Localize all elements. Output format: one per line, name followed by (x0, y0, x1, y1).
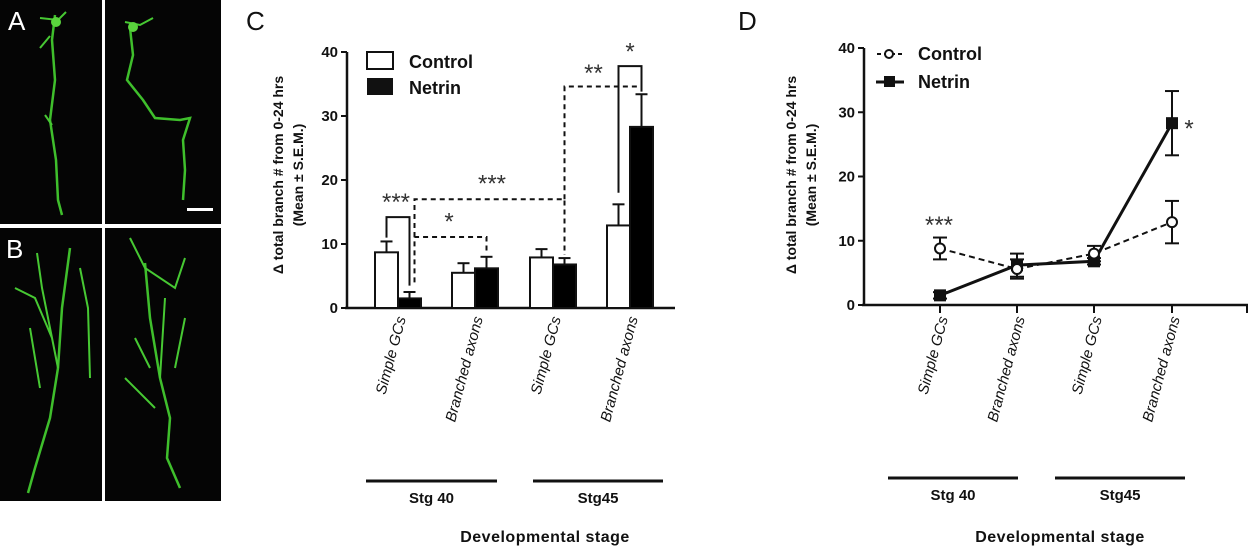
y-tick-label: 40 (838, 40, 855, 57)
x-category-label: Branched axons (1139, 314, 1184, 424)
legend-label-netrin: Netrin (409, 78, 461, 98)
legend-label-control: Control (409, 52, 473, 72)
y-axis-title-line1: Δ total branch # from 0-24 hrs (783, 76, 799, 275)
y-axis-title-line2: (Mean ± S.E.M.) (803, 124, 819, 227)
micrograph-b-left (0, 228, 102, 501)
significance-bracket (617, 65, 643, 193)
legend-swatch-netrin (367, 78, 393, 95)
data-point-control (1011, 263, 1023, 276)
group-label: Stg 40 (409, 490, 454, 507)
x-axis-title: Developmental stage (975, 529, 1145, 546)
significance-label: *** (925, 212, 953, 239)
group-label: Stg 40 (930, 487, 975, 504)
series-line-control (939, 221, 1173, 271)
significance-bracket (385, 216, 411, 286)
y-tick-label: 20 (321, 172, 338, 189)
significance-label: * (625, 39, 634, 66)
y-tick-label: 0 (330, 300, 338, 317)
x-category-label: Simple GCs (1069, 314, 1106, 396)
data-point-control (934, 242, 946, 255)
data-point-netrin (934, 289, 946, 302)
axon-trace (39, 11, 67, 216)
y-tick-label: 0 (847, 297, 855, 314)
legend-label-netrin: Netrin (918, 72, 970, 92)
y-tick-label: 20 (838, 169, 855, 186)
legend-label-control: Control (918, 44, 982, 64)
y-axis-title-line2: (Mean ± S.E.M.) (290, 124, 306, 227)
panel-label-c: C (246, 6, 265, 36)
panel-label-b: B (6, 234, 24, 264)
data-point-control (1166, 216, 1178, 229)
data-point-control (1088, 247, 1100, 260)
group-label: Stg45 (578, 490, 619, 507)
y-tick-label: 30 (321, 108, 338, 125)
axon-trace (124, 17, 213, 211)
x-axis-title: Developmental stage (460, 529, 630, 546)
micrograph-b-right (105, 228, 221, 501)
legend-swatch-control (366, 51, 394, 70)
axon-trace (14, 247, 91, 494)
y-tick-label: 10 (321, 236, 338, 253)
micrograph-a-left (0, 0, 102, 224)
x-category-label: Branched axons (984, 314, 1029, 424)
legend-marker-netrin (884, 76, 895, 87)
micrograph-a-right (105, 0, 221, 224)
y-tick-label: 40 (321, 44, 338, 61)
y-axis-title-line1: Δ total branch # from 0-24 hrs (270, 76, 286, 275)
data-point-netrin (1166, 117, 1178, 130)
significance-label: *** (382, 189, 410, 216)
series-line-netrin (939, 122, 1174, 297)
group-label: Stg45 (1100, 487, 1141, 504)
y-tick-label: 30 (838, 104, 855, 121)
panel-label-a: A (8, 6, 26, 36)
significance-bracket (413, 235, 488, 283)
panel-label-d: D (738, 6, 757, 36)
significance-label: *** (478, 171, 506, 198)
legend-marker-control (884, 49, 894, 59)
x-category-label: Simple GCs (915, 314, 952, 396)
y-tick-label: 10 (838, 233, 855, 250)
significance-label: * (1184, 116, 1193, 143)
significance-label: ** (584, 60, 603, 87)
scale-bar (187, 208, 213, 211)
significance-label: * (444, 208, 453, 235)
axon-trace (124, 237, 186, 489)
significance-bracket (413, 198, 566, 255)
